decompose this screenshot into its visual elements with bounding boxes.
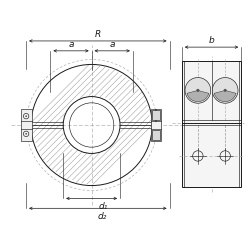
- Wedge shape: [214, 90, 236, 102]
- Circle shape: [224, 89, 227, 92]
- Circle shape: [212, 78, 238, 103]
- Text: d₁: d₁: [98, 202, 108, 211]
- Bar: [151, 109, 161, 141]
- Text: a: a: [68, 40, 74, 49]
- Bar: [182, 61, 241, 187]
- Circle shape: [25, 116, 27, 117]
- Text: a: a: [110, 40, 115, 49]
- Text: b: b: [209, 36, 214, 45]
- Wedge shape: [187, 90, 209, 102]
- Text: d₂: d₂: [98, 212, 108, 221]
- Circle shape: [25, 133, 27, 134]
- Bar: [21, 109, 32, 141]
- Bar: [152, 110, 160, 120]
- Circle shape: [196, 89, 200, 92]
- Circle shape: [185, 78, 211, 103]
- Bar: [152, 130, 160, 140]
- Text: R: R: [95, 30, 101, 39]
